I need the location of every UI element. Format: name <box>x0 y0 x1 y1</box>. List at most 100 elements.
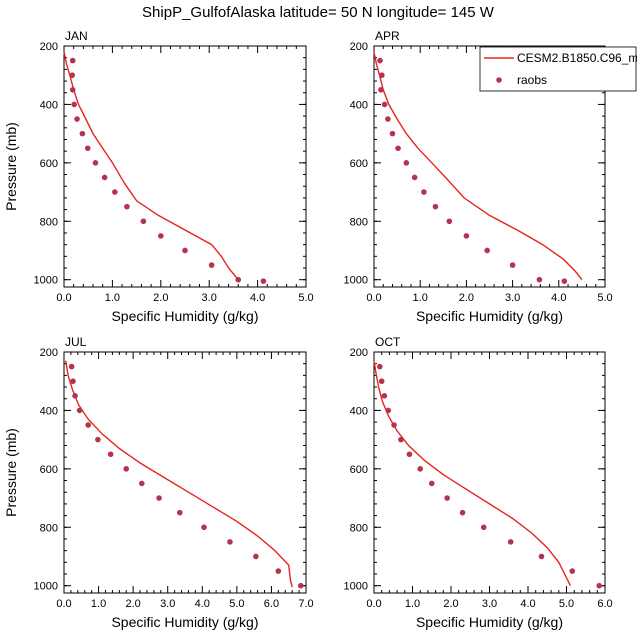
raobs-point <box>201 524 207 531</box>
panel-label: OCT <box>375 335 401 349</box>
x-tick-label: 4.0 <box>195 598 210 610</box>
raobs-point <box>561 278 568 284</box>
raobs-point <box>72 393 78 399</box>
raobs-point <box>376 363 383 370</box>
raobs-point <box>385 407 392 414</box>
panel-jul: JUL 0.0 1.0 2.0 3.0 4.0 5.0 6.0 7.0 200 400 600 800 1… <box>3 335 314 630</box>
x-tick-label: 0.0 <box>366 598 381 610</box>
y-axis-label: Pressure (mb) <box>3 122 19 211</box>
x-tick-label: 4.0 <box>520 598 535 610</box>
panel-label: JAN <box>65 29 88 43</box>
y-tick-label: 1000 <box>34 581 58 593</box>
raobs-point <box>227 539 233 545</box>
raobs-point <box>378 378 385 385</box>
raobs-point <box>298 582 304 589</box>
raobs-point <box>101 174 108 181</box>
x-axis-label: Specific Humidity (g/kg) <box>416 614 563 630</box>
panel-label: JUL <box>65 335 87 349</box>
raobs-point <box>406 451 413 458</box>
plot-frame <box>63 45 307 288</box>
y-tick-label: 600 <box>40 464 58 476</box>
raobs-point <box>84 145 91 152</box>
panel-label: APR <box>375 29 400 43</box>
y-tick-label: 1000 <box>344 581 368 593</box>
x-tick-label: 3.0 <box>202 292 217 304</box>
raobs-point <box>379 72 385 79</box>
x-axis-label: Specific Humidity (g/kg) <box>111 614 258 630</box>
raobs-point <box>381 393 388 399</box>
x-tick-label: 1.0 <box>413 292 428 304</box>
raobs-point <box>140 218 147 225</box>
raobs-point <box>484 247 490 254</box>
y-tick-label: 400 <box>40 405 58 417</box>
model-line <box>373 51 583 281</box>
legend-model-label: CESM2.B1850.C96_m <box>517 51 637 65</box>
raobs-point <box>235 276 242 283</box>
raobs-point <box>112 189 118 195</box>
x-tick-label: 3.0 <box>482 598 497 610</box>
x-tick-label: 5.0 <box>559 598 574 610</box>
x-tick-label: 2.0 <box>443 598 458 610</box>
raobs-point <box>538 553 545 560</box>
y-axis-label: Pressure (mb) <box>3 428 19 517</box>
raobs-point <box>208 262 215 268</box>
raobs-point <box>398 436 404 443</box>
raobs-point <box>70 378 76 385</box>
raobs-point <box>76 407 83 414</box>
raobs-point <box>138 480 145 487</box>
raobs-point <box>381 101 388 108</box>
raobs-point <box>123 466 130 472</box>
raobs-point <box>459 509 466 516</box>
raobs-point <box>95 436 101 443</box>
model-line <box>373 360 572 587</box>
raobs-point <box>177 509 183 516</box>
raobs-point <box>536 276 543 283</box>
x-tick-label: 0.0 <box>56 292 71 304</box>
raobs-point <box>156 495 162 501</box>
raobs-point <box>85 422 91 428</box>
raobs-point <box>391 422 397 428</box>
panel-jan: JAN 0.0 1.0 2.0 3.0 4.0 5.0 200 400 600 800 1000 Spe… <box>3 29 314 324</box>
x-tick-label: 6.0 <box>597 598 612 610</box>
x-axis-label: Specific Humidity (g/kg) <box>111 308 258 324</box>
raobs-point <box>92 160 99 166</box>
y-tick-label: 800 <box>350 522 368 534</box>
raobs-point <box>68 363 75 370</box>
legend-marker-swatch <box>496 77 502 83</box>
y-tick-label: 600 <box>350 464 368 476</box>
raobs-point <box>107 451 114 458</box>
x-tick-label: 5.0 <box>229 598 244 610</box>
y-tick-label: 400 <box>350 405 368 417</box>
raobs-point <box>74 116 80 122</box>
raobs-point <box>253 553 259 560</box>
x-tick-label: 4.0 <box>250 292 265 304</box>
model-line <box>65 360 293 588</box>
y-tick-label: 200 <box>350 347 368 359</box>
model-line <box>63 51 239 281</box>
y-tick-label: 1000 <box>34 275 58 287</box>
y-tick-label: 400 <box>350 99 368 111</box>
y-tick-label: 800 <box>350 216 368 228</box>
x-tick-label: 0.0 <box>56 598 71 610</box>
x-tick-label: 2.0 <box>125 598 140 610</box>
x-tick-label: 4.0 <box>551 292 566 304</box>
x-tick-label: 5.0 <box>597 292 612 304</box>
raobs-point <box>596 582 603 589</box>
x-tick-label: 3.0 <box>505 292 520 304</box>
panel-oct: OCT 0.0 1.0 2.0 3.0 4.0 5.0 6.0 200 400 600 800 1000… <box>344 335 613 630</box>
raobs-point <box>403 160 410 166</box>
raobs-point <box>507 539 514 545</box>
raobs-point <box>417 466 424 472</box>
y-tick-label: 200 <box>40 41 58 53</box>
x-tick-label: 5.0 <box>298 292 313 304</box>
raobs-point <box>69 72 76 79</box>
raobs-point <box>79 130 86 137</box>
legend-box <box>479 46 637 92</box>
x-tick-label: 2.0 <box>153 292 168 304</box>
x-axis-label: Specific Humidity (g/kg) <box>416 308 563 324</box>
raobs-point <box>421 189 427 195</box>
raobs-point <box>480 524 487 531</box>
raobs-point <box>377 57 383 64</box>
raobs-point <box>446 218 453 225</box>
